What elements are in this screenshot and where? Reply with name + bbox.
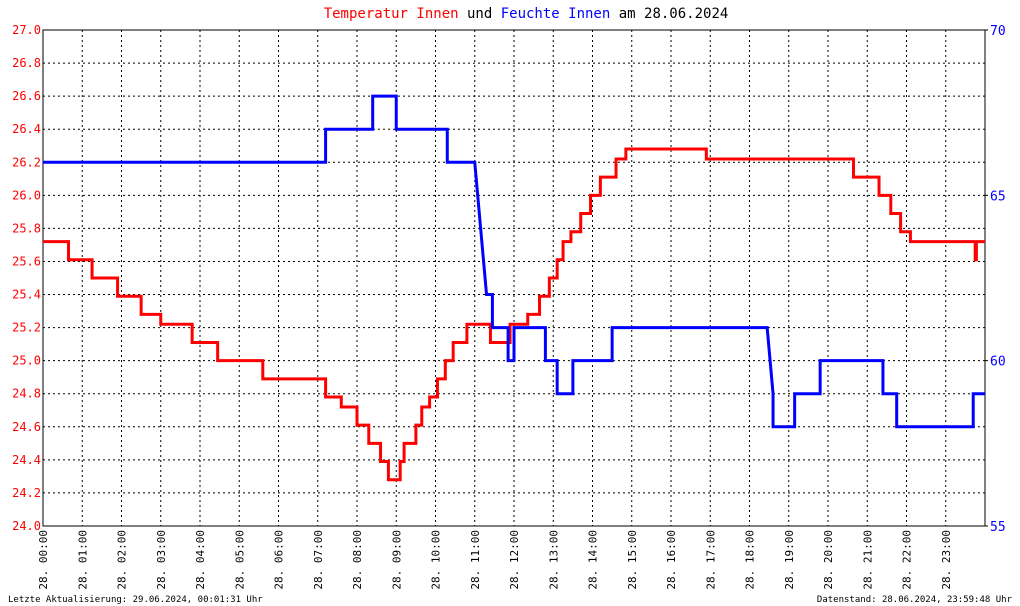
x-tick-label: 28. 05:00 <box>233 530 246 590</box>
y-tick-label: 24.4 <box>12 453 41 467</box>
title-part: am 28.06.2024 <box>619 6 729 22</box>
x-tick-label: 28. 23:00 <box>940 530 953 590</box>
y-tick-label: 25.0 <box>12 354 41 368</box>
y-tick-label: 26.2 <box>12 155 41 169</box>
y-tick-label: 24.6 <box>12 420 41 434</box>
y2-tick-label: 70 <box>990 24 1006 39</box>
x-tick-label: 28. 02:00 <box>116 530 129 590</box>
x-tick-label: 28. 06:00 <box>273 530 286 590</box>
series-line <box>43 94 985 429</box>
y-tick-label: 26.4 <box>12 122 41 136</box>
x-tick-label: 28. 04:00 <box>194 530 207 590</box>
y-tick-label: 24.8 <box>12 387 41 401</box>
y-tick-label: 25.2 <box>12 321 41 335</box>
x-tick-label: 28. 03:00 <box>155 530 168 590</box>
x-tick-label: 28. 21:00 <box>861 530 874 590</box>
y2-tick-label: 55 <box>990 520 1006 535</box>
series-line <box>43 147 985 482</box>
x-tick-label: 28. 07:00 <box>312 530 325 590</box>
x-tick-label: 28. 00:00 <box>37 530 50 590</box>
y-tick-label: 26.6 <box>12 89 41 103</box>
y-tick-label: 26.0 <box>12 188 41 202</box>
x-tick-label: 28. 19:00 <box>783 530 796 590</box>
x-tick-label: 28. 13:00 <box>547 530 560 590</box>
x-tick-label: 28. 18:00 <box>744 530 757 590</box>
x-tick-label: 28. 10:00 <box>430 530 443 590</box>
y-tick-label: 25.6 <box>12 254 41 268</box>
x-tick-label: 28. 09:00 <box>390 530 403 590</box>
footer-note: Datenstand: 28.06.2024, 23:59:48 Uhr <box>817 595 1013 605</box>
x-tick-label: 28. 12:00 <box>508 530 521 590</box>
y-tick-label: 25.4 <box>12 288 41 302</box>
x-tick-label: 28. 08:00 <box>351 530 364 590</box>
x-tick-label: 28. 16:00 <box>665 530 678 590</box>
x-tick-label: 28. 20:00 <box>822 530 835 590</box>
y-tick-label: 24.2 <box>12 486 41 500</box>
y2-tick-label: 65 <box>990 189 1006 204</box>
x-tick-label: 28. 14:00 <box>587 530 600 590</box>
title-part: und <box>467 6 492 22</box>
x-tick-label: 28. 11:00 <box>469 530 482 590</box>
x-tick-label: 28. 01:00 <box>76 530 89 590</box>
y-tick-label: 27.0 <box>12 23 41 37</box>
x-tick-label: 28. 15:00 <box>626 530 639 590</box>
title-part: Feuchte Innen <box>501 6 611 22</box>
y2-tick-label: 60 <box>990 355 1006 370</box>
plot-frame <box>42 29 986 527</box>
chart-title: Temperatur Innen und Feuchte Innen am 28… <box>324 6 729 22</box>
y-tick-label: 26.8 <box>12 56 41 70</box>
footer-note: Letzte Aktualisierung: 29.06.2024, 00:01… <box>8 595 263 605</box>
x-tick-label: 28. 22:00 <box>901 530 914 590</box>
x-tick-label: 28. 17:00 <box>704 530 717 590</box>
y-tick-label: 24.0 <box>12 519 41 533</box>
title-part: Temperatur Innen <box>324 6 459 22</box>
y-tick-label: 25.8 <box>12 221 41 235</box>
